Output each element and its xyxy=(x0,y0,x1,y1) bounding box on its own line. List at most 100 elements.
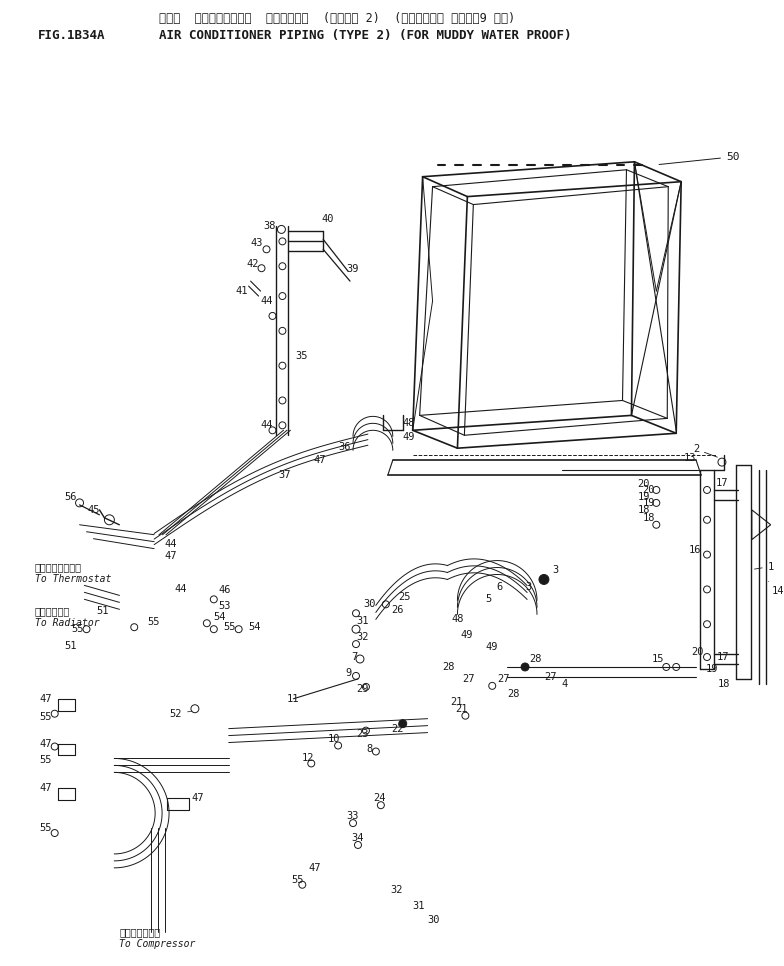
Text: 38: 38 xyxy=(263,221,276,232)
Text: 28: 28 xyxy=(442,662,455,672)
Text: 54: 54 xyxy=(249,622,261,632)
Text: 49: 49 xyxy=(485,642,498,652)
Text: 56: 56 xyxy=(64,492,77,502)
Text: 10: 10 xyxy=(328,733,341,744)
Text: 41: 41 xyxy=(236,286,249,296)
Text: 23: 23 xyxy=(356,728,368,739)
Text: To Thermostat: To Thermostat xyxy=(34,575,111,584)
Text: 25: 25 xyxy=(397,592,410,603)
Text: 50: 50 xyxy=(659,152,739,164)
Text: 11: 11 xyxy=(286,694,299,704)
Text: 49: 49 xyxy=(403,432,416,442)
Text: 35: 35 xyxy=(296,351,308,360)
Text: 47: 47 xyxy=(308,863,321,873)
Circle shape xyxy=(539,575,549,584)
Text: 47: 47 xyxy=(164,551,176,560)
Text: 47: 47 xyxy=(314,455,325,465)
Text: 31: 31 xyxy=(412,900,425,911)
Text: 47: 47 xyxy=(40,783,53,793)
Text: 49: 49 xyxy=(460,630,473,640)
Text: FIG.1B34A: FIG.1B34A xyxy=(38,29,105,42)
Text: 24: 24 xyxy=(373,793,386,804)
Text: 19: 19 xyxy=(637,492,650,502)
Text: 20: 20 xyxy=(642,485,655,495)
Text: 3: 3 xyxy=(525,582,532,592)
Text: 52: 52 xyxy=(169,709,192,719)
Text: To Radiator: To Radiator xyxy=(34,618,100,628)
Text: 8: 8 xyxy=(366,744,372,753)
Text: 18: 18 xyxy=(718,679,731,689)
Text: 16: 16 xyxy=(689,545,702,554)
Text: 19: 19 xyxy=(706,664,718,674)
Text: 40: 40 xyxy=(321,214,334,224)
Text: 7: 7 xyxy=(351,652,358,662)
Text: 15: 15 xyxy=(652,654,664,664)
Text: 51: 51 xyxy=(64,641,77,651)
Text: 27: 27 xyxy=(497,674,510,684)
Text: 2: 2 xyxy=(693,444,717,457)
Text: 46: 46 xyxy=(219,585,231,595)
Text: 9: 9 xyxy=(345,668,351,678)
Text: 48: 48 xyxy=(452,614,464,624)
Text: 13: 13 xyxy=(684,453,697,463)
Text: To Compressor: To Compressor xyxy=(119,939,196,950)
Text: 12: 12 xyxy=(301,753,314,763)
Text: 55: 55 xyxy=(223,622,236,632)
Text: 17: 17 xyxy=(717,652,729,662)
Text: 19: 19 xyxy=(642,497,655,508)
Text: 32: 32 xyxy=(356,632,368,642)
Text: 27: 27 xyxy=(544,672,557,682)
Text: 55: 55 xyxy=(292,875,304,885)
Circle shape xyxy=(521,663,529,671)
Text: サーモスタットへ: サーモスタットへ xyxy=(34,562,82,573)
Text: 21: 21 xyxy=(451,696,463,707)
Text: 45: 45 xyxy=(88,505,100,515)
Text: 18: 18 xyxy=(642,513,655,523)
Text: 6: 6 xyxy=(496,582,503,592)
Text: 30: 30 xyxy=(363,599,376,610)
Text: 28: 28 xyxy=(529,654,542,664)
Text: 20: 20 xyxy=(691,647,703,657)
Text: 21: 21 xyxy=(456,704,468,714)
Text: 37: 37 xyxy=(278,470,291,480)
Text: 55: 55 xyxy=(71,624,84,634)
Text: 39: 39 xyxy=(346,265,358,274)
Text: 33: 33 xyxy=(346,811,358,821)
Text: 53: 53 xyxy=(219,601,231,611)
Text: 51: 51 xyxy=(96,607,109,616)
Text: 55: 55 xyxy=(40,755,53,765)
Text: 5: 5 xyxy=(485,594,492,605)
Text: 26: 26 xyxy=(390,606,403,615)
Text: 44: 44 xyxy=(260,420,273,430)
Text: 34: 34 xyxy=(351,833,364,843)
Text: 27: 27 xyxy=(463,674,475,684)
Text: 14: 14 xyxy=(768,582,784,596)
Text: 28: 28 xyxy=(507,689,520,698)
Circle shape xyxy=(399,720,407,727)
Text: 17: 17 xyxy=(716,478,728,488)
Text: 48: 48 xyxy=(403,418,416,428)
Text: 55: 55 xyxy=(147,617,160,627)
Text: 3: 3 xyxy=(552,564,558,575)
Text: 44: 44 xyxy=(260,296,273,306)
Text: 32: 32 xyxy=(390,885,403,895)
Text: 22: 22 xyxy=(390,724,403,733)
Text: 54: 54 xyxy=(214,612,227,622)
Text: 55: 55 xyxy=(40,712,53,722)
Text: 1: 1 xyxy=(754,561,774,572)
Text: 42: 42 xyxy=(247,259,260,270)
Text: 4: 4 xyxy=(562,679,568,689)
Text: 31: 31 xyxy=(356,616,368,626)
Text: ラジェータへ: ラジェータへ xyxy=(34,607,70,616)
Text: 20: 20 xyxy=(637,479,650,489)
Text: 44: 44 xyxy=(164,539,176,549)
Text: エアー  コンディイショナ  パイピング゚  (タイプ゚ 2)  (ト・ロミス゚ ボウシ〉9 ヨウ): エアー コンディイショナ パイピング゚ (タイプ゚ 2) (ト・ロミス゚ ボウシ… xyxy=(159,13,515,25)
Text: 55: 55 xyxy=(40,823,53,833)
Text: 47: 47 xyxy=(40,739,53,749)
Text: コンプレッサへ: コンプレッサへ xyxy=(119,927,161,937)
Text: 44: 44 xyxy=(174,584,187,594)
Text: AIR CONDITIONER PIPING (TYPE 2) (FOR MUDDY WATER PROOF): AIR CONDITIONER PIPING (TYPE 2) (FOR MUD… xyxy=(159,29,572,42)
Text: 18: 18 xyxy=(637,505,650,515)
Text: 47: 47 xyxy=(40,694,53,704)
Text: 29: 29 xyxy=(356,684,368,694)
